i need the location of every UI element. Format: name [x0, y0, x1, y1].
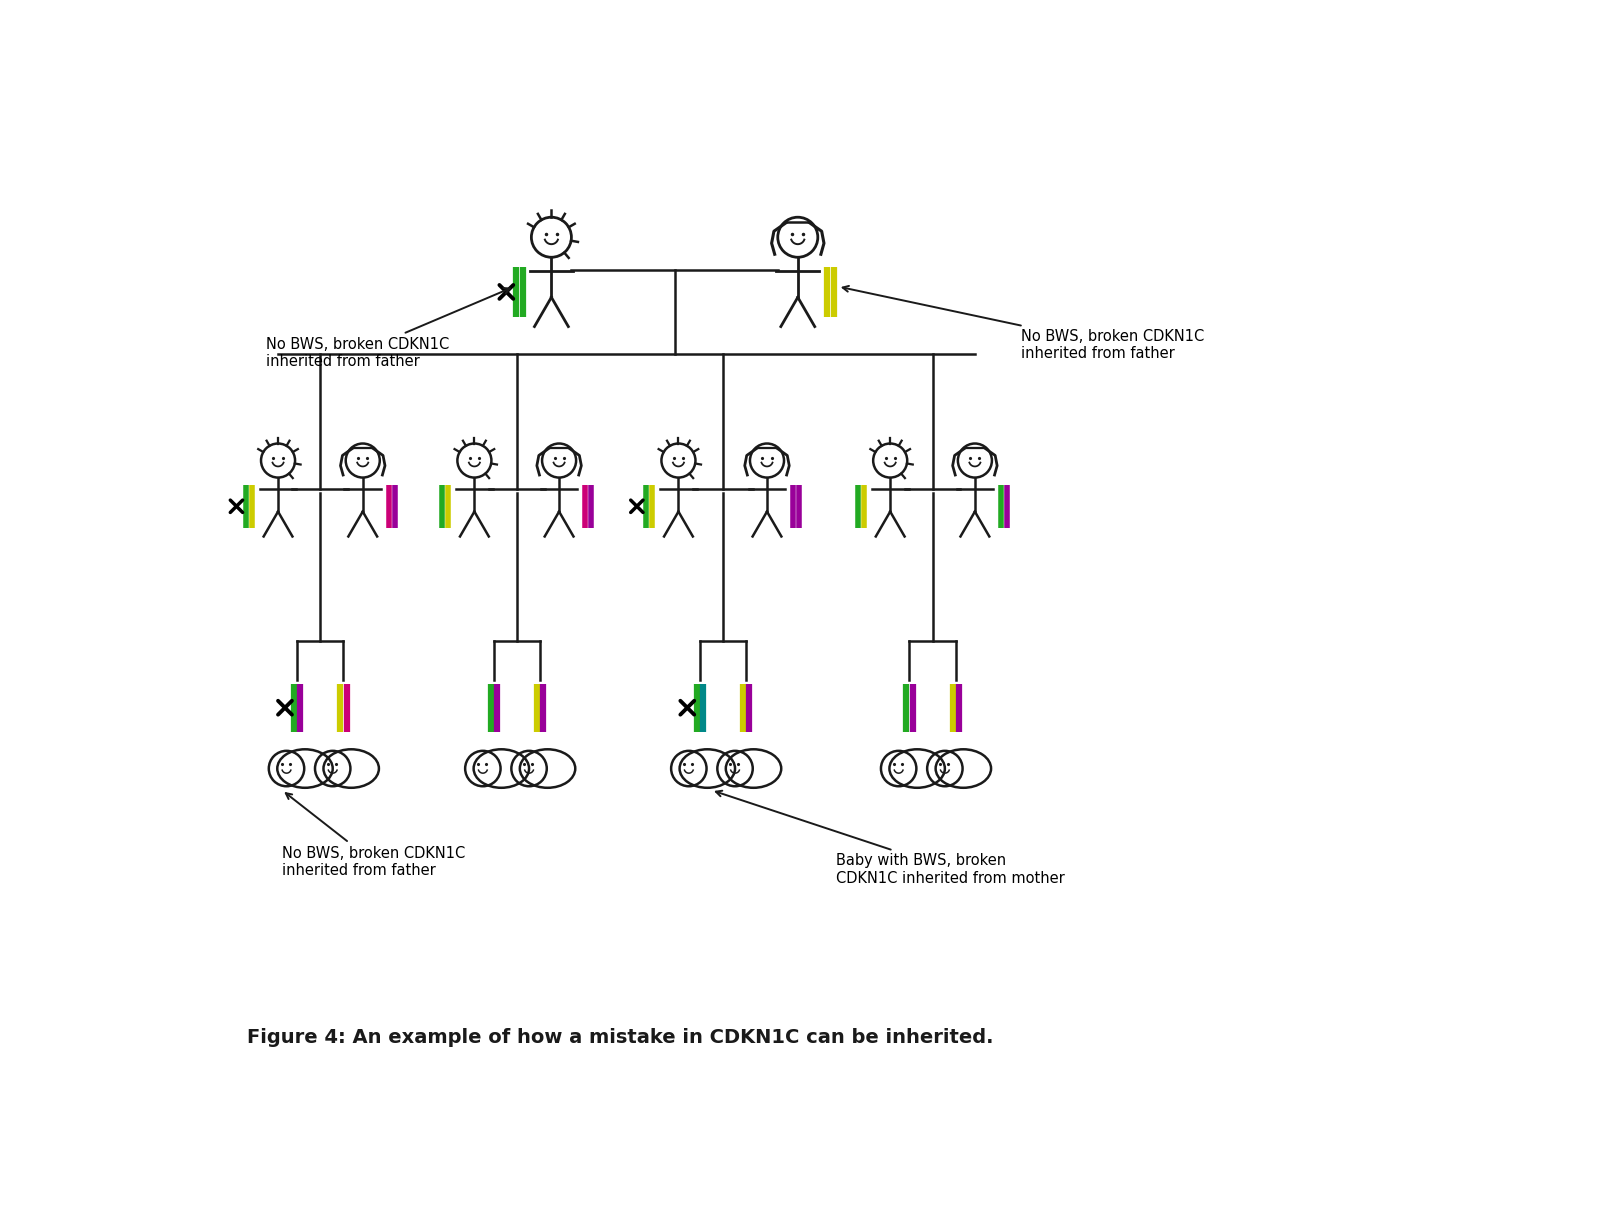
Text: Baby with BWS, broken
CDKN1C inherited from mother: Baby with BWS, broken CDKN1C inherited f… — [715, 791, 1065, 886]
Text: Figure 4: An example of how a mistake in CDKN1C can be inherited.: Figure 4: An example of how a mistake in… — [247, 1028, 993, 1048]
Text: No BWS, broken CDKN1C
inherited from father: No BWS, broken CDKN1C inherited from fat… — [267, 288, 509, 369]
Text: No BWS, broken CDKN1C
inherited from father: No BWS, broken CDKN1C inherited from fat… — [842, 286, 1204, 361]
Text: No BWS, broken CDKN1C
inherited from father: No BWS, broken CDKN1C inherited from fat… — [281, 793, 464, 877]
